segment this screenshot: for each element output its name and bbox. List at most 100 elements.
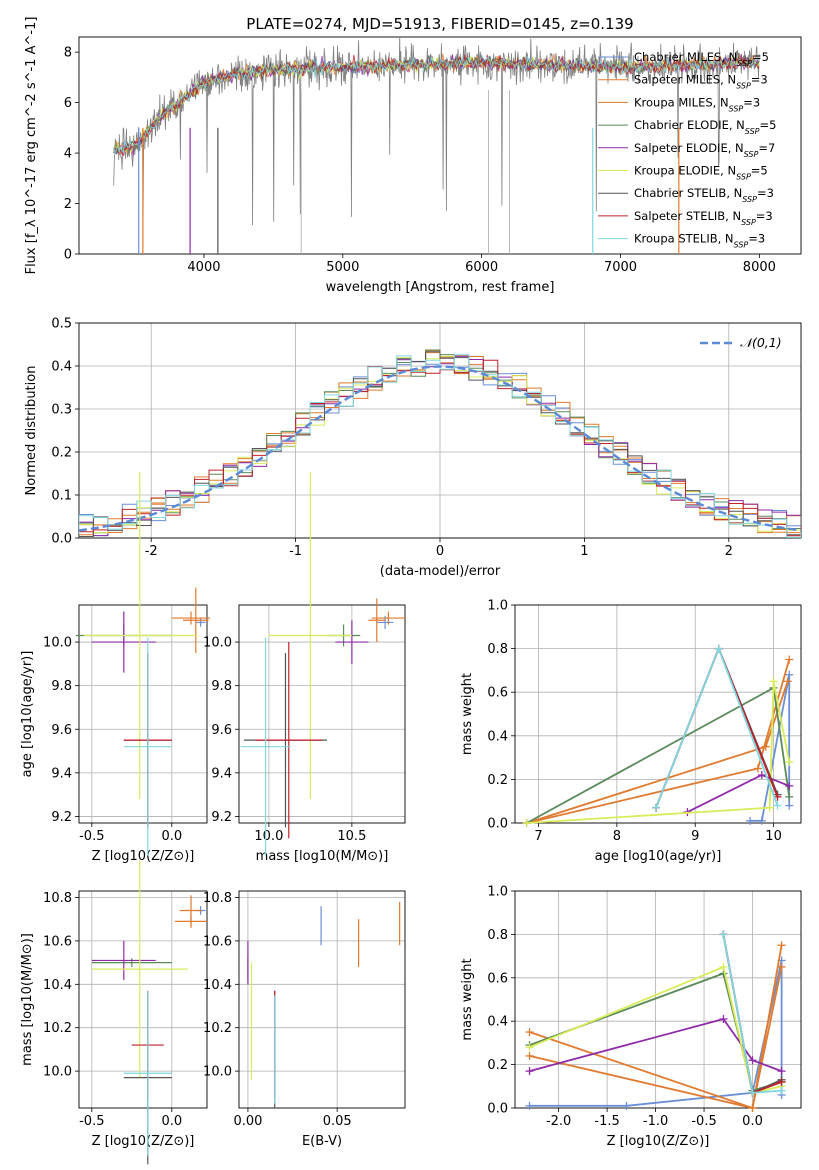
y-tick-label: 0.2 — [487, 1058, 508, 1073]
y-tick-label: 0.0 — [487, 817, 508, 832]
subscript: SSP — [736, 81, 751, 90]
x-tick-label: -2.0 — [546, 1114, 571, 1129]
axes-frame — [78, 36, 802, 255]
x-axis-label: E(B-V) — [302, 1134, 342, 1149]
panel-age_vs_Z: -0.5 0.0 9.2 9.4 9.6 9.8 10.0 Z [log10(Z/Z⊙)] ag… — [20, 472, 211, 864]
x-tick-label: 5000 — [326, 260, 359, 275]
legend-entry: Salpeter STELIB, NSSP=3 — [634, 209, 773, 227]
x-tick-label: 0 — [436, 544, 444, 559]
y-tick-label: 10.8 — [43, 891, 72, 906]
y-tick-label: 10.2 — [43, 1021, 72, 1036]
weight-series — [525, 962, 786, 1112]
legend-entry: Kroupa ELODIE, NSSP=5 — [634, 164, 768, 182]
y-axis-label: Flux [f_λ 10^-17 erg cm^-2 s^-1 A^-1] — [24, 17, 39, 275]
errorbar-point — [123, 637, 172, 856]
x-tick-label: -1.5 — [594, 1114, 619, 1129]
x-tick-label: 0.0 — [161, 829, 182, 844]
y-tick-label: 6 — [64, 96, 72, 111]
legend: Chabrier MILES, NSSP=5 Salpeter MILES, NS… — [598, 50, 776, 249]
x-tick-label: 8000 — [743, 260, 776, 275]
x-tick-label: 10 — [765, 829, 782, 844]
legend-count: =3 — [748, 232, 765, 246]
y-tick-label: 0.5 — [51, 317, 72, 332]
x-tick-label: -1 — [289, 544, 302, 559]
x-tick-label: 2 — [725, 544, 733, 559]
errorbar-point — [91, 940, 156, 980]
y-tick-label: 9.2 — [51, 810, 72, 825]
y-tick-label: 0.4 — [487, 729, 508, 744]
axes-frame — [78, 604, 208, 824]
y-tick-label: 10.4 — [203, 978, 232, 993]
y-tick-label: 0.3 — [51, 403, 72, 418]
y-tick-label: 9.2 — [211, 810, 232, 825]
y-tick-label: 9.6 — [211, 723, 232, 738]
y-tick-label: 0.2 — [51, 446, 72, 461]
y-tick-label: 1.0 — [487, 885, 508, 900]
histogram-step — [79, 354, 801, 538]
y-tick-label: 9.8 — [211, 679, 232, 694]
y-tick-label: 10.0 — [43, 1065, 72, 1080]
gaussian-curve — [79, 365, 801, 532]
weight-line — [529, 965, 782, 1094]
errorbar-point — [368, 598, 386, 643]
y-tick-label: 10.6 — [43, 934, 72, 949]
errorbar-point — [195, 618, 206, 627]
weight-series — [652, 644, 782, 812]
legend-entry: Chabrier ELODIE, NSSP=5 — [634, 118, 776, 136]
errorbar-point — [91, 860, 188, 1078]
subscript: SSP — [741, 217, 756, 226]
panel-spectrum: 4000 5000 6000 7000 8000 0 2 4 6 8 wavelength [Ang… — [24, 17, 802, 295]
panel-mass_vs_Z: -0.5 0.0 10.0 10.2 10.4 10.6 10.8 Z [log10(Z/Z⊙… — [20, 860, 208, 1165]
y-tick-label: 10.6 — [203, 934, 232, 949]
x-axis-label: Z [log10(Z/Z⊙)] — [607, 1134, 710, 1149]
x-axis-label: mass [log10(M/M⊙)] — [256, 849, 389, 864]
subscript: SSP — [745, 127, 760, 136]
weight-series — [746, 670, 794, 825]
x-tick-label: 8 — [613, 829, 621, 844]
y-tick-label: 2 — [64, 197, 72, 212]
errorbar-point — [91, 958, 172, 967]
residuals-plot — [79, 349, 801, 538]
y-axis-label: mass [log10(M/M⊙)] — [20, 933, 35, 1066]
x-tick-label: 7000 — [604, 260, 637, 275]
y-axis-label: Normed distribution — [24, 366, 39, 496]
legend-count: =3 — [743, 95, 760, 109]
x-tick-label: 6000 — [465, 260, 498, 275]
y-tick-label: 10.8 — [203, 891, 232, 906]
errorbar-point — [91, 611, 156, 673]
x-tick-label: 7 — [534, 829, 542, 844]
x-tick-label: 0.0 — [161, 1114, 182, 1129]
figure-title: PLATE=0274, MJD=51913, FIBERID=0145, z=0… — [246, 15, 633, 33]
x-tick-label: 10.0 — [254, 829, 283, 844]
model-line — [113, 56, 760, 154]
axes-frame — [78, 322, 802, 539]
axes-frame — [238, 604, 406, 824]
x-tick-label: -2 — [145, 544, 158, 559]
x-axis-label: Z [log10(Z/Z⊙)] — [92, 849, 195, 864]
x-axis-label: age [log10(age/yr)] — [595, 849, 722, 864]
x-tick-label: -1.0 — [643, 1114, 668, 1129]
legend-entry: Chabrier MILES, NSSP=5 — [634, 50, 769, 68]
errorbar-point — [255, 642, 322, 839]
legend-count: =5 — [752, 50, 769, 64]
y-axis-label: mass weight — [460, 673, 475, 755]
y-tick-label: 10.0 — [203, 1065, 232, 1080]
axes-frame — [514, 604, 802, 824]
weight-line — [529, 1017, 782, 1072]
y-axis-label: mass weight — [460, 958, 475, 1040]
y-tick-label: 9.4 — [51, 766, 72, 781]
weight-line — [526, 681, 791, 824]
x-tick-label: 0.0 — [742, 1114, 763, 1129]
axes-frame — [78, 890, 208, 1109]
panel-weight_vs_age: 7 8 9 10 0.0 0.2 0.4 0.6 0.8 1.0 age [log10(age/yr… — [460, 599, 802, 864]
errorbar-point — [268, 472, 352, 800]
y-tick-label: 0.2 — [487, 773, 508, 788]
axes-frame — [238, 890, 406, 1109]
y-tick-label: 9.6 — [51, 723, 72, 738]
weight-series — [525, 1015, 786, 1076]
y-tick-label: 0.1 — [51, 489, 72, 504]
y-tick-label: 9.4 — [211, 766, 232, 781]
errorbar-point — [335, 620, 369, 664]
x-tick-label: 9 — [691, 829, 699, 844]
